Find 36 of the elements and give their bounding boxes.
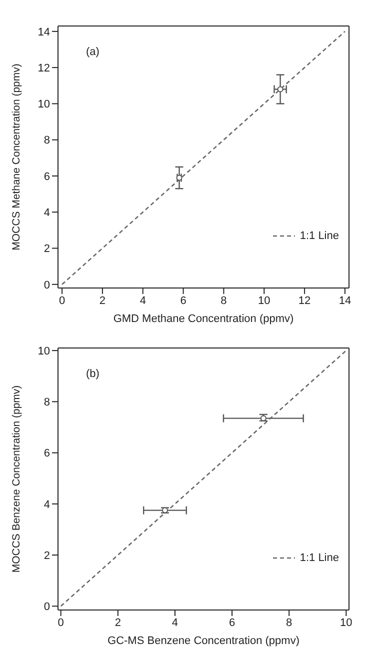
x-tick-label: 10 bbox=[340, 616, 352, 629]
x-tick-label: 0 bbox=[58, 294, 66, 307]
x-tick-label: 4 bbox=[172, 616, 178, 629]
x-tick-label: 8 bbox=[286, 616, 292, 629]
y-tick-label: 2 bbox=[44, 550, 50, 562]
x-tick-label: 8 bbox=[220, 294, 227, 307]
y-tick-label: 2 bbox=[44, 243, 50, 256]
x-tick-label: 14 bbox=[338, 294, 352, 307]
y-tick-label: 6 bbox=[44, 170, 50, 183]
x-tick-label: 6 bbox=[228, 616, 236, 629]
legend-label: 1:1 Line bbox=[300, 552, 339, 564]
y-tick-label: 6 bbox=[44, 448, 50, 460]
y-tick-label: 4 bbox=[44, 498, 50, 511]
legend-label: 1:1 Line bbox=[300, 230, 339, 242]
y-tick-label: 4 bbox=[44, 207, 50, 220]
y-tick-label: 0 bbox=[44, 601, 50, 614]
x-tick-label: 2 bbox=[99, 294, 106, 307]
x-tick-label: 2 bbox=[114, 616, 121, 629]
y-tick-label: 12 bbox=[38, 62, 50, 74]
y-tick-label: 0 bbox=[44, 279, 50, 292]
x-tick-label: 12 bbox=[298, 294, 311, 307]
x-axis-title: GMD Methane Concentration (ppmv) bbox=[113, 313, 294, 325]
y-tick-label: 8 bbox=[44, 134, 50, 147]
y-axis-title: MOCCS Methane Concentration (ppmv) bbox=[10, 64, 23, 250]
annotation: (a) bbox=[86, 46, 100, 58]
x-tick-label: 6 bbox=[180, 294, 186, 307]
x-tick-label: 10 bbox=[258, 294, 270, 307]
annotation: (b) bbox=[86, 368, 100, 380]
y-tick-label: 10 bbox=[38, 98, 50, 111]
x-tick-label: 0 bbox=[58, 616, 64, 629]
x-axis-title: GC-MS Benzene Concentration (ppmv) bbox=[108, 635, 300, 647]
y-axis-title: MOCCS Benzene Concentration (ppmv) bbox=[10, 385, 23, 573]
y-tick-label: 10 bbox=[38, 345, 50, 358]
y-tick-label: 8 bbox=[44, 396, 50, 409]
y-tick-label: 14 bbox=[38, 26, 50, 38]
x-tick-label: 4 bbox=[140, 294, 146, 307]
